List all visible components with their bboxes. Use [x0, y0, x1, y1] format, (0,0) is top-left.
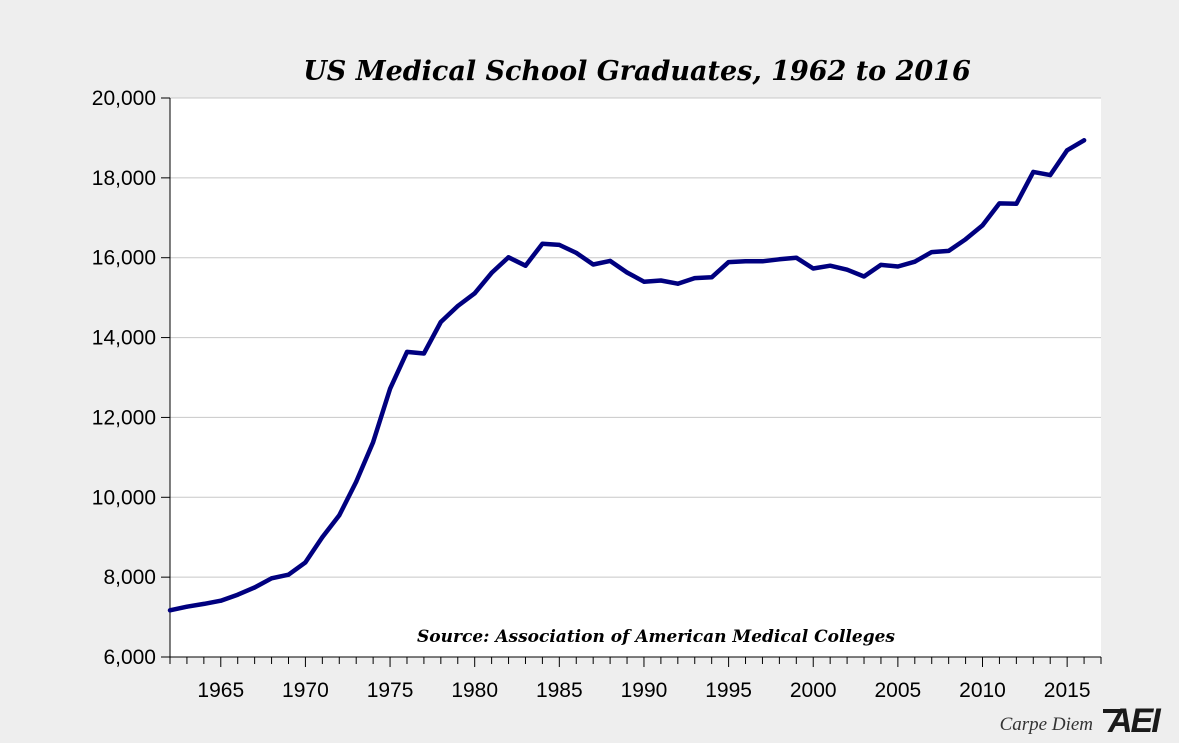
svg-text:AEI: AEI — [1107, 702, 1162, 740]
data-point — [895, 264, 900, 269]
data-point — [642, 279, 646, 284]
data-point — [828, 263, 833, 268]
x-tick-label: 2005 — [875, 679, 922, 702]
data-point — [1065, 148, 1070, 153]
data-point — [557, 242, 562, 247]
data-point — [388, 386, 393, 391]
x-tick-label: 1980 — [451, 679, 498, 702]
data-point — [591, 262, 596, 267]
data-point — [252, 585, 257, 590]
data-point — [184, 604, 189, 609]
y-tick-label: 14,000 — [92, 327, 156, 350]
data-point — [929, 250, 934, 255]
data-point — [811, 266, 816, 271]
data-point — [845, 267, 850, 272]
x-tick-label: 2000 — [790, 679, 837, 702]
data-point — [692, 276, 697, 281]
data-point — [421, 351, 426, 356]
data-point — [658, 278, 663, 283]
data-point — [523, 263, 528, 268]
data-point — [980, 223, 985, 228]
x-tick-label: 1995 — [705, 679, 752, 702]
gridlines — [170, 97, 1101, 578]
data-point — [675, 281, 680, 286]
data-point — [608, 258, 613, 263]
data-point — [337, 513, 342, 518]
data-point — [320, 535, 325, 540]
y-tick-label: 20,000 — [92, 87, 156, 110]
y-tick-label: 16,000 — [92, 247, 156, 270]
data-point — [269, 576, 274, 581]
data-point — [201, 601, 206, 606]
source-annotation: Source: Association of American Medical … — [417, 627, 895, 647]
x-axis: 1965 1970 1975 1980 1985 1990 1995 2000 2005 2010… — [169, 656, 1102, 702]
data-point — [540, 241, 545, 246]
x-tick-label: 1970 — [282, 679, 329, 702]
data-point — [303, 560, 308, 565]
x-tick-label: 2015 — [1044, 679, 1091, 702]
data-point — [946, 248, 951, 253]
data-point — [709, 275, 714, 280]
chart-title: US Medical School Graduates, 1962 to 201… — [303, 56, 971, 87]
x-tick-label: 1965 — [197, 679, 244, 702]
aei-logo: AEI — [1103, 702, 1164, 740]
series-layer — [167, 138, 1087, 613]
data-point — [777, 257, 782, 262]
data-point — [455, 304, 460, 308]
x-tick-label: 2010 — [959, 679, 1006, 702]
y-tick-label: 12,000 — [92, 406, 156, 429]
data-point — [235, 592, 240, 597]
data-point — [354, 479, 359, 484]
data-point — [912, 259, 917, 264]
data-point — [218, 598, 223, 603]
data-point — [625, 270, 629, 275]
data-point — [760, 259, 765, 264]
data-point — [438, 320, 443, 324]
data-point — [862, 274, 866, 279]
x-tick-label: 1990 — [621, 679, 668, 702]
x-tick-label: 1975 — [367, 679, 414, 702]
data-point — [1014, 201, 1019, 206]
x-tick-label: 1985 — [536, 679, 583, 702]
data-point — [743, 259, 748, 264]
data-point — [574, 250, 579, 255]
data-point — [472, 291, 477, 296]
data-point — [726, 260, 731, 265]
y-tick-label: 8,000 — [103, 566, 156, 589]
data-point — [1031, 169, 1036, 174]
data-point — [286, 572, 291, 577]
y-tick-label: 18,000 — [92, 167, 156, 190]
y-tick-label: 10,000 — [92, 486, 156, 509]
y-tick-label: 6,000 — [103, 646, 156, 669]
y-axis: 6,000 8,000 10,000 12,000 14,000 16,000 18,000… — [92, 87, 171, 669]
data-point — [371, 440, 376, 445]
data-point — [997, 201, 1002, 206]
data-point — [878, 262, 883, 267]
data-point — [963, 237, 968, 242]
data-point — [1082, 138, 1087, 143]
data-point — [794, 255, 799, 260]
data-point — [168, 608, 172, 613]
data-point — [489, 270, 494, 275]
footer-brand: Carpe Diem — [1000, 714, 1093, 735]
data-point — [506, 255, 511, 260]
data-point — [1048, 173, 1053, 178]
plot-area — [170, 98, 1101, 657]
data-point — [405, 349, 409, 354]
